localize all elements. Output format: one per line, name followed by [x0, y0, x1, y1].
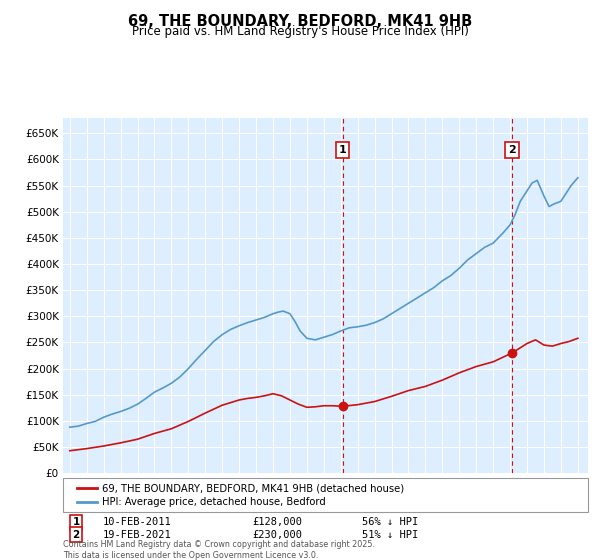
- Text: £128,000: £128,000: [252, 517, 302, 528]
- Text: 10-FEB-2011: 10-FEB-2011: [103, 517, 171, 528]
- Text: 2: 2: [73, 530, 80, 540]
- Text: £230,000: £230,000: [252, 530, 302, 540]
- Text: 51% ↓ HPI: 51% ↓ HPI: [362, 530, 419, 540]
- Text: Contains HM Land Registry data © Crown copyright and database right 2025.
This d: Contains HM Land Registry data © Crown c…: [63, 540, 375, 559]
- Text: Price paid vs. HM Land Registry's House Price Index (HPI): Price paid vs. HM Land Registry's House …: [131, 25, 469, 38]
- Text: 1: 1: [339, 145, 347, 155]
- Text: 1: 1: [73, 517, 80, 528]
- Legend: 69, THE BOUNDARY, BEDFORD, MK41 9HB (detached house), HPI: Average price, detach: 69, THE BOUNDARY, BEDFORD, MK41 9HB (det…: [73, 479, 409, 511]
- Text: 19-FEB-2021: 19-FEB-2021: [103, 530, 171, 540]
- Text: 69, THE BOUNDARY, BEDFORD, MK41 9HB: 69, THE BOUNDARY, BEDFORD, MK41 9HB: [128, 14, 472, 29]
- Text: 56% ↓ HPI: 56% ↓ HPI: [362, 517, 419, 528]
- Text: 2: 2: [508, 145, 516, 155]
